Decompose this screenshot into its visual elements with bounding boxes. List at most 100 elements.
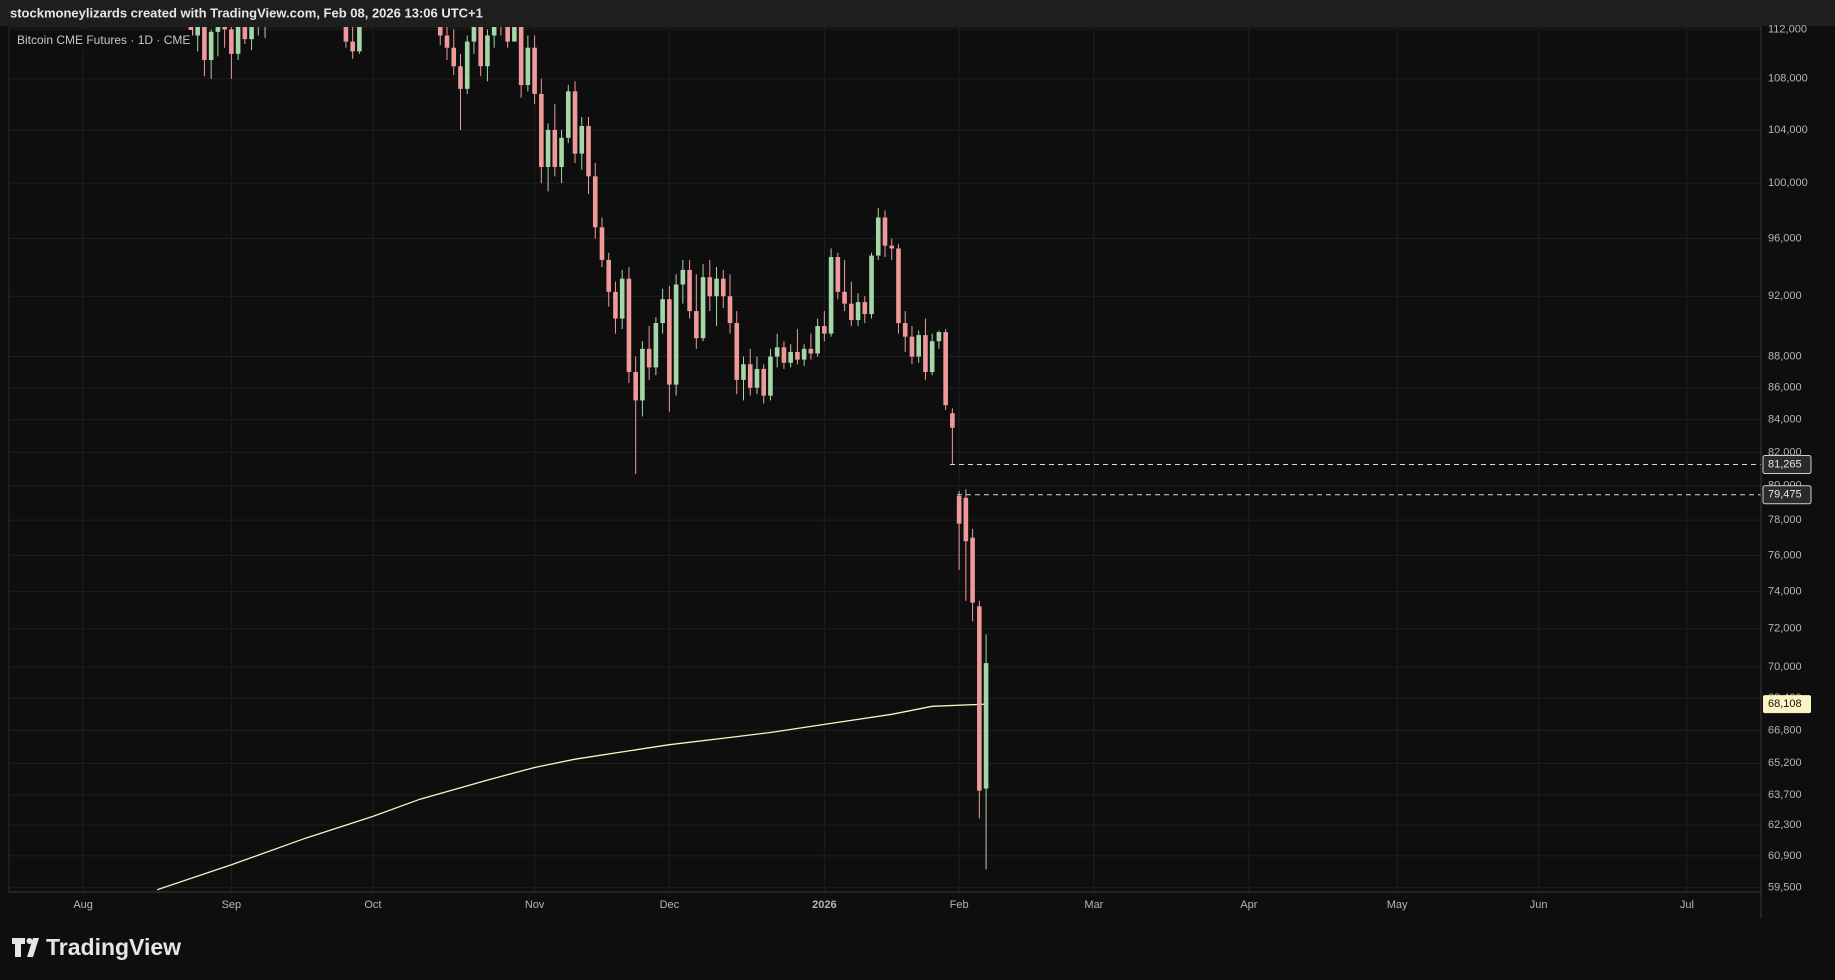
y-tick-label: 86,000 <box>1768 382 1802 394</box>
candle-body <box>633 372 638 401</box>
candle-body <box>471 27 477 42</box>
logo-text: TradingView <box>46 934 181 960</box>
candle-body <box>720 278 726 297</box>
candle-body <box>680 269 686 285</box>
candle-body <box>505 27 510 42</box>
candle-body <box>734 323 740 380</box>
candle-body <box>936 332 942 342</box>
candle-body <box>626 278 632 373</box>
candle-body <box>619 278 625 319</box>
candle-body <box>822 326 827 334</box>
x-tick-label: May <box>1387 899 1408 911</box>
legend-bg <box>12 30 192 50</box>
candle-body <box>694 311 699 339</box>
candle-body <box>599 227 605 260</box>
candle-body <box>586 126 591 177</box>
candle-body <box>545 129 551 167</box>
candle-body <box>842 291 847 304</box>
candle-body <box>208 31 214 61</box>
candle-body <box>559 137 564 167</box>
logo: TradingView <box>12 934 181 960</box>
y-tick-label: 72,000 <box>1768 623 1802 635</box>
candle-body <box>869 255 874 315</box>
y-tick-label: 100,000 <box>1768 177 1808 189</box>
candles <box>188 27 989 870</box>
y-tick-label: 84,000 <box>1768 414 1802 426</box>
candle-body <box>646 348 652 368</box>
candle-body <box>485 35 490 67</box>
x-tick-label: Jul <box>1680 899 1694 911</box>
candle-body <box>357 27 362 52</box>
x-tick-label: Feb <box>950 899 969 911</box>
candle-body <box>350 41 355 52</box>
price-tag-label: 79,475 <box>1768 489 1802 501</box>
ma-tag-label: 68,108 <box>1768 698 1802 710</box>
candle-body <box>714 278 719 297</box>
candle-body <box>653 323 659 368</box>
candle-body <box>660 299 665 324</box>
y-tick-label: 65,200 <box>1768 757 1802 769</box>
candle-body <box>950 413 955 428</box>
y-tick-label: 104,000 <box>1768 124 1808 136</box>
y-tick-label: 70,000 <box>1768 661 1802 673</box>
plot-area <box>8 26 1762 893</box>
candle-body <box>444 35 450 48</box>
y-tick-label: 112,000 <box>1768 23 1807 35</box>
candle-body <box>916 335 921 357</box>
candle-body <box>613 291 618 319</box>
x-tick-label: Aug <box>73 899 93 911</box>
candle-body <box>640 348 645 401</box>
candle-body <box>195 27 200 36</box>
candle-body <box>795 351 800 360</box>
moving-average <box>156 703 987 891</box>
x-tick-label: Oct <box>364 899 381 911</box>
candle-body <box>512 27 517 42</box>
grid <box>9 27 1761 892</box>
candle-body <box>458 66 463 89</box>
y-tick-label: 59,500 <box>1768 881 1802 893</box>
candle-body <box>835 257 841 292</box>
price-tags: 68,108 81,265 79,475 <box>1762 455 1812 714</box>
candle-body <box>572 91 578 154</box>
x-tick-label: Nov <box>525 899 545 911</box>
candle-body <box>963 497 969 542</box>
candle-body <box>929 341 935 373</box>
candle-body <box>754 368 760 388</box>
symbol-title: Bitcoin CME Futures · 1D · CME <box>17 33 190 47</box>
candle-body <box>242 27 248 40</box>
candle-body <box>882 217 888 246</box>
y-tick-label: 88,000 <box>1768 350 1802 362</box>
x-tick-label: 2026 <box>812 899 836 911</box>
candle-body <box>774 347 780 357</box>
x-tick-label: Sep <box>222 899 242 911</box>
candle-body <box>983 663 989 789</box>
candle-body <box>707 277 713 297</box>
candle-body <box>343 27 349 42</box>
candle-body <box>902 323 908 337</box>
candle-body <box>229 29 234 54</box>
candle-body <box>808 348 814 354</box>
x-tick-label: Dec <box>660 899 680 911</box>
candle-body <box>592 176 598 228</box>
attribution: stockmoneylizards created with TradingVi… <box>10 5 483 20</box>
moving-average-layer <box>156 703 987 891</box>
candle-body <box>768 356 773 396</box>
candle-body <box>889 245 895 249</box>
candle-body <box>828 257 834 334</box>
candle-body <box>896 248 901 324</box>
y-tick-label: 60,900 <box>1768 850 1802 862</box>
y-tick-label: 62,300 <box>1768 819 1802 831</box>
candle-body <box>741 364 746 380</box>
candle-body <box>970 537 975 603</box>
logo-dot <box>26 938 33 944</box>
y-tick-label: 76,000 <box>1768 549 1802 561</box>
ma-tag <box>1763 695 1811 714</box>
x-tick-label: Mar <box>1084 899 1103 911</box>
candle-body <box>525 47 531 86</box>
candle-body <box>532 47 537 94</box>
candle-body <box>552 129 558 167</box>
candle-body <box>761 368 767 396</box>
candle-body <box>781 347 787 363</box>
candle-body <box>215 27 221 32</box>
